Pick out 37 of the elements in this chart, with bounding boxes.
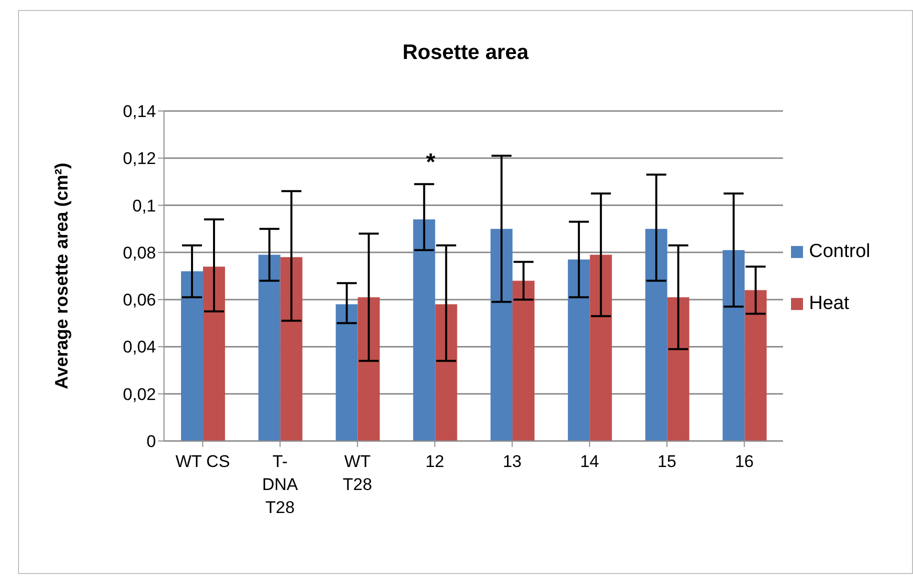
bar (568, 260, 590, 441)
bar (645, 228, 668, 441)
x-tick-label: 15 (657, 452, 676, 471)
bar (667, 297, 690, 441)
y-tick-label: 0,06 (122, 290, 156, 310)
annotation: * (426, 149, 436, 176)
x-tick-label: WT T28 (342, 452, 372, 494)
y-axis-title: Average rosette area (cm²) (51, 162, 72, 390)
y-tick-label: 0,02 (122, 384, 156, 404)
x-tick-label: T-DNA T28 (262, 452, 299, 517)
legend-label: Control (809, 241, 870, 263)
x-tick-label: 13 (502, 452, 522, 471)
bar (512, 280, 535, 441)
bar (490, 228, 513, 441)
chart-title: Rosette area (401, 41, 530, 65)
bar (358, 297, 380, 441)
bar (435, 304, 458, 441)
y-tick-label: 0,04 (122, 338, 156, 357)
x-tick-label: WT CS (175, 452, 230, 471)
y-tick-label: 0,08 (122, 243, 156, 262)
bar (744, 290, 767, 441)
y-tick-label: 0 (146, 432, 156, 452)
bar (203, 266, 226, 441)
legend-label: Heat (809, 293, 850, 315)
y-tick-label: 0,14 (122, 102, 156, 122)
x-tick-label: 12 (425, 452, 444, 471)
bar (280, 257, 302, 441)
y-tick-label: 0,1 (132, 196, 156, 216)
y-tick-label: 0,12 (122, 149, 156, 168)
x-tick-label: 16 (734, 452, 754, 471)
bar (413, 219, 436, 441)
bar (722, 250, 745, 441)
bar (258, 254, 280, 441)
bar (181, 271, 204, 441)
bar (590, 254, 612, 441)
x-tick-label: 14 (580, 452, 600, 471)
bar (336, 304, 358, 441)
